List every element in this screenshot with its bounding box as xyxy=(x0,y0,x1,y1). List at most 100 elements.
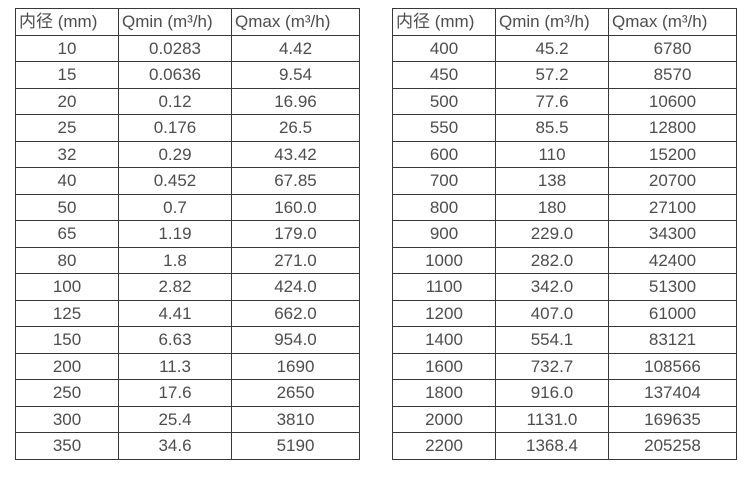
table-cell: 6780 xyxy=(608,34,737,62)
table-cell: 45.2 xyxy=(495,34,609,62)
table-row: 450 57.2 8570 xyxy=(392,61,737,89)
table-cell: 1690 xyxy=(231,352,360,380)
table-cell: 271.0 xyxy=(231,246,360,274)
table-body: 10 0.0283 4.42 15 0.0636 9.54 20 0.12 16.96 25 0.1… xyxy=(15,34,360,460)
table-row: 15 0.0636 9.54 xyxy=(15,61,360,89)
table-cell: 1.8 xyxy=(118,246,232,274)
table-row: 800 180 27100 xyxy=(392,193,737,221)
table-cell: 342.0 xyxy=(495,273,609,301)
flow-table-small-diameters: 内径 (mm) Qmin (m³/h) Qmax (m³/h) 10 0.0283 4.… xyxy=(15,8,360,460)
table-cell: 205258 xyxy=(608,432,737,460)
table-cell: 1368.4 xyxy=(495,432,609,460)
table-cell: 1800 xyxy=(392,379,496,407)
table-cell: 0.0636 xyxy=(118,61,232,89)
table-row: 500 77.6 10600 xyxy=(392,87,737,115)
header-row: 内径 (mm) Qmin (m³/h) Qmax (m³/h) xyxy=(392,8,737,36)
table-cell: 500 xyxy=(392,87,496,115)
table-cell: 179.0 xyxy=(231,220,360,248)
table-row: 25 0.176 26.5 xyxy=(15,114,360,142)
table-cell: 2200 xyxy=(392,432,496,460)
table-cell: 65 xyxy=(15,220,119,248)
table-cell: 169635 xyxy=(608,405,737,433)
table-cell: 1100 xyxy=(392,273,496,301)
table-cell: 282.0 xyxy=(495,246,609,274)
table-cell: 42400 xyxy=(608,246,737,274)
table-cell: 85.5 xyxy=(495,114,609,142)
table-cell: 4.41 xyxy=(118,299,232,327)
table-cell: 424.0 xyxy=(231,273,360,301)
table-cell: 20 xyxy=(15,87,119,115)
table-cell: 2650 xyxy=(231,379,360,407)
table-cell: 43.42 xyxy=(231,140,360,168)
flow-range-tables: 内径 (mm) Qmin (m³/h) Qmax (m³/h) 10 0.0283 4.… xyxy=(15,8,737,460)
table-cell: 26.5 xyxy=(231,114,360,142)
table-row: 1600 732.7 108566 xyxy=(392,352,737,380)
flow-table-large-diameters: 内径 (mm) Qmin (m³/h) Qmax (m³/h) 400 45.2 678… xyxy=(392,8,737,460)
table-cell: 17.6 xyxy=(118,379,232,407)
table-cell: 12800 xyxy=(608,114,737,142)
table-cell: 2.82 xyxy=(118,273,232,301)
table-row: 20 0.12 16.96 xyxy=(15,87,360,115)
table-cell: 0.0283 xyxy=(118,34,232,62)
column-header: Qmin (m³/h) xyxy=(118,8,232,36)
table-cell: 15 xyxy=(15,61,119,89)
table-cell: 300 xyxy=(15,405,119,433)
table-cell: 125 xyxy=(15,299,119,327)
table-header: 内径 (mm) Qmin (m³/h) Qmax (m³/h) xyxy=(15,8,360,36)
table-cell: 662.0 xyxy=(231,299,360,327)
table-cell: 800 xyxy=(392,193,496,221)
table-row: 550 85.5 12800 xyxy=(392,114,737,142)
header-row: 内径 (mm) Qmin (m³/h) Qmax (m³/h) xyxy=(15,8,360,36)
table-header: 内径 (mm) Qmin (m³/h) Qmax (m³/h) xyxy=(392,8,737,36)
table-cell: 34300 xyxy=(608,220,737,248)
table-cell: 400 xyxy=(392,34,496,62)
table-cell: 108566 xyxy=(608,352,737,380)
table-cell: 160.0 xyxy=(231,193,360,221)
table-cell: 137404 xyxy=(608,379,737,407)
table-cell: 1131.0 xyxy=(495,405,609,433)
table-cell: 57.2 xyxy=(495,61,609,89)
table-cell: 1000 xyxy=(392,246,496,274)
table-cell: 10 xyxy=(15,34,119,62)
table-cell: 9.54 xyxy=(231,61,360,89)
table-cell: 20700 xyxy=(608,167,737,195)
table-row: 200 11.3 1690 xyxy=(15,352,360,380)
table-row: 40 0.452 67.85 xyxy=(15,167,360,195)
table-cell: 25.4 xyxy=(118,405,232,433)
table-row: 1800 916.0 137404 xyxy=(392,379,737,407)
table-cell: 1200 xyxy=(392,299,496,327)
table-cell: 67.85 xyxy=(231,167,360,195)
table-cell: 110 xyxy=(495,140,609,168)
table-row: 900 229.0 34300 xyxy=(392,220,737,248)
table-cell: 200 xyxy=(15,352,119,380)
table-cell: 954.0 xyxy=(231,326,360,354)
column-header: 内径 (mm) xyxy=(15,8,119,36)
table-cell: 15200 xyxy=(608,140,737,168)
table-row: 50 0.7 160.0 xyxy=(15,193,360,221)
column-header: 内径 (mm) xyxy=(392,8,496,36)
table-row: 10 0.0283 4.42 xyxy=(15,34,360,62)
table-row: 400 45.2 6780 xyxy=(392,34,737,62)
table-cell: 10600 xyxy=(608,87,737,115)
table-cell: 11.3 xyxy=(118,352,232,380)
column-header: Qmin (m³/h) xyxy=(495,8,609,36)
table-cell: 450 xyxy=(392,61,496,89)
table-cell: 83121 xyxy=(608,326,737,354)
table-cell: 40 xyxy=(15,167,119,195)
table-row: 300 25.4 3810 xyxy=(15,405,360,433)
table-cell: 1.19 xyxy=(118,220,232,248)
table-cell: 407.0 xyxy=(495,299,609,327)
column-header: Qmax (m³/h) xyxy=(608,8,737,36)
table-row: 65 1.19 179.0 xyxy=(15,220,360,248)
table-cell: 0.29 xyxy=(118,140,232,168)
table-cell: 0.7 xyxy=(118,193,232,221)
table-cell: 100 xyxy=(15,273,119,301)
table-cell: 1400 xyxy=(392,326,496,354)
table-body: 400 45.2 6780 450 57.2 8570 500 77.6 10600 550 85.… xyxy=(392,34,737,460)
table-row: 80 1.8 271.0 xyxy=(15,246,360,274)
table-cell: 0.452 xyxy=(118,167,232,195)
table-cell: 27100 xyxy=(608,193,737,221)
table-cell: 732.7 xyxy=(495,352,609,380)
table-cell: 350 xyxy=(15,432,119,460)
table-cell: 6.63 xyxy=(118,326,232,354)
